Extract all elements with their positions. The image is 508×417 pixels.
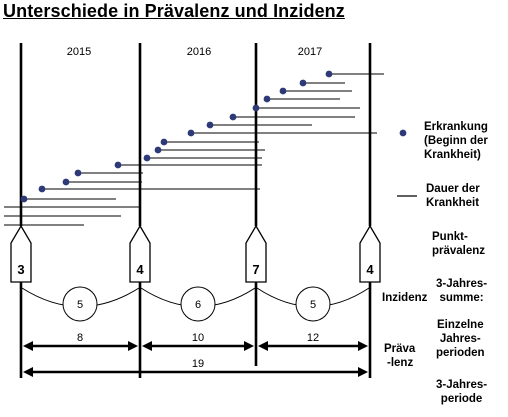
legend-point-line-1: Punkt- xyxy=(432,230,485,244)
praevalenz-line-2: -lenz xyxy=(384,356,415,370)
onset-dot xyxy=(188,130,195,137)
period-arrow-head-left-3 xyxy=(258,341,268,351)
praevalenz-label: Präva -lenz xyxy=(384,342,415,370)
legend-onset-line-3: Krankheit) xyxy=(424,148,488,162)
onset-dot xyxy=(207,122,214,129)
legend-point-line-2: prävalenz xyxy=(432,244,485,258)
legend-duration-line-2: Krankheit xyxy=(426,196,480,210)
inzidenz-label: Inzidenz xyxy=(382,291,427,305)
legend-point-prevalence-label: Punkt- prävalenz xyxy=(432,230,485,258)
legend-period-line-1: 3-Jahres- xyxy=(436,378,487,392)
legend-duration-line-1: Dauer der xyxy=(426,182,480,196)
incidence-value-2: 6 xyxy=(195,299,201,311)
onset-dots xyxy=(21,71,333,203)
legend-duration-label: Dauer der Krankheit xyxy=(426,182,480,210)
point-prevalence-markers xyxy=(11,226,380,282)
disease-cases xyxy=(4,74,384,225)
legend-sum-line-2: summe: xyxy=(436,291,487,305)
legend-single-line-2: Jahres- xyxy=(436,332,485,346)
period-arrow-head-right-1 xyxy=(128,341,138,351)
year-label-2016: 2016 xyxy=(187,46,211,58)
point-prevalence-value-4: 4 xyxy=(366,262,374,277)
onset-dot xyxy=(155,147,162,154)
incidence-value-3: 5 xyxy=(310,299,316,311)
period-prevalence-value-1: 8 xyxy=(77,332,83,344)
onset-dot xyxy=(144,155,151,162)
onset-dot xyxy=(75,170,82,177)
period-arrow-head-right-2 xyxy=(244,341,254,351)
period-prevalence-value-3: 12 xyxy=(307,332,319,344)
year-label-2015: 2015 xyxy=(67,46,91,58)
total-period-arrow-head-right xyxy=(358,367,368,377)
legend-onset-line-1: Erkrankung xyxy=(424,120,488,134)
point-prevalence-value-1: 3 xyxy=(17,262,24,277)
legend-onset-line-2: (Beginn der xyxy=(424,134,488,148)
incidence-value-1: 5 xyxy=(77,299,83,311)
onset-dot xyxy=(326,71,333,78)
legend-single-line-1: Einzelne xyxy=(436,318,485,332)
onset-dot xyxy=(161,139,168,146)
legend-onset-label: Erkrankung (Beginn der Krankheit) xyxy=(424,120,488,162)
onset-dot xyxy=(115,162,122,169)
legend-onset-dot xyxy=(400,130,407,137)
legend-three-year-period-label: 3-Jahres- periode xyxy=(436,378,487,406)
onset-dot xyxy=(253,105,260,112)
year-label-2017: 2017 xyxy=(298,46,322,58)
praevalenz-line-1: Präva xyxy=(384,342,415,356)
total-prevalence-value: 19 xyxy=(192,358,204,370)
point-prevalence-value-2: 4 xyxy=(136,262,144,277)
legend-sum-line-1: 3-Jahres- xyxy=(436,277,487,291)
legend-sum-label: 3-Jahres- summe: xyxy=(436,277,487,305)
period-arrow-head-left-2 xyxy=(142,341,152,351)
onset-dot xyxy=(264,96,271,103)
onset-dot xyxy=(21,196,28,203)
point-prevalence-value-3: 7 xyxy=(252,262,259,277)
legend-period-line-2: periode xyxy=(436,392,487,406)
period-prevalence-value-2: 10 xyxy=(192,332,204,344)
onset-dot xyxy=(39,186,46,193)
onset-dot xyxy=(300,80,307,87)
legend-single-period-label: Einzelne Jahres- perioden xyxy=(436,318,485,360)
onset-dot xyxy=(63,179,70,186)
legend-single-line-3: perioden xyxy=(436,346,485,360)
period-arrow-head-right-3 xyxy=(358,341,368,351)
period-arrow-head-left-1 xyxy=(23,341,33,351)
onset-dot xyxy=(280,88,287,95)
onset-dot xyxy=(230,114,237,121)
total-period-arrow-head-left xyxy=(23,367,33,377)
